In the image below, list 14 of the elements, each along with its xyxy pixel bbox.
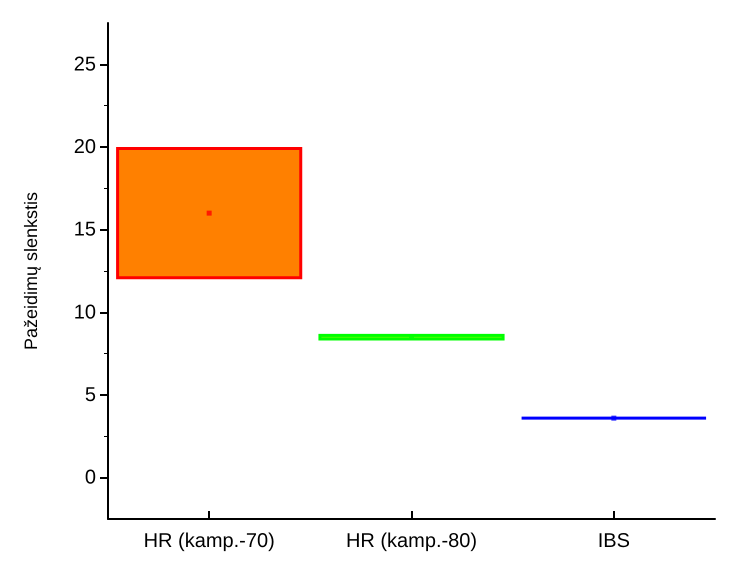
bar	[116, 147, 302, 280]
bar	[318, 334, 505, 340]
y-tick-label: 10	[74, 301, 96, 324]
x-tick-label: HR (kamp.-70)	[144, 530, 275, 552]
y-tick-label: 15	[74, 218, 96, 241]
y-tick-label: 0	[84, 466, 96, 489]
x-tick-label: IBS	[598, 530, 630, 552]
y-tick-label: 25	[74, 53, 96, 76]
y-tick-label: 20	[74, 136, 96, 158]
x-tick-label: HR (kamp.-80)	[346, 530, 478, 552]
point	[206, 210, 212, 216]
point	[611, 416, 616, 421]
y-tick-label: 5	[84, 384, 96, 406]
y-axis-title: Pažeidimų slenkstis	[21, 192, 41, 350]
